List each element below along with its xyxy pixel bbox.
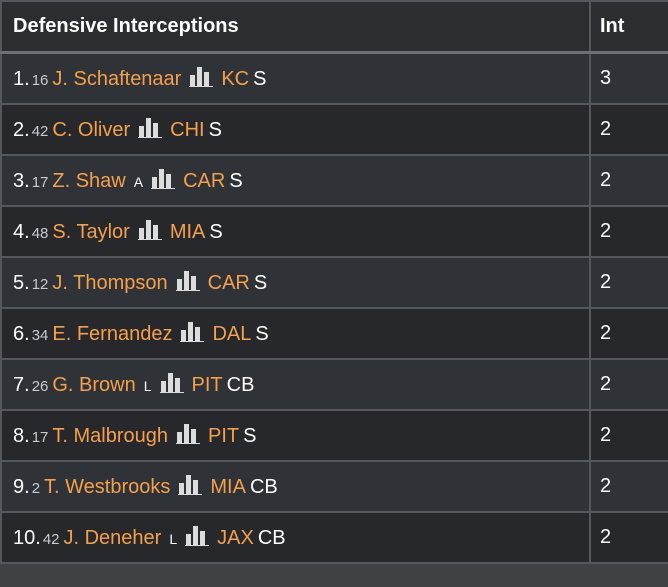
jersey-number: 2 <box>31 479 41 497</box>
bar-chart-icon[interactable] <box>175 270 200 291</box>
team-link[interactable]: JAX <box>217 526 254 549</box>
jersey-number: 17 <box>31 173 49 191</box>
player-cell: 3. 17 Z. Shaw A CAR S <box>0 154 591 207</box>
bar-chart-icon[interactable] <box>159 372 184 393</box>
player-status-tag: L <box>143 377 152 394</box>
rank: 4. <box>13 220 30 243</box>
position: CB <box>226 373 255 396</box>
team-link[interactable]: PIT <box>208 424 240 447</box>
jersey-number: 26 <box>31 377 49 395</box>
rank: 2. <box>13 118 30 141</box>
bar-chart-icon[interactable] <box>151 168 176 189</box>
rank: 3. <box>13 169 30 192</box>
int-value: 2 <box>589 205 668 258</box>
int-column-header[interactable]: Int <box>589 0 668 54</box>
bar-chart-icon[interactable] <box>189 66 214 87</box>
player-cell: 2. 42 C. Oliver CHI S <box>0 103 591 156</box>
rank: 5. <box>13 271 30 294</box>
int-value: 2 <box>589 409 668 462</box>
table-row: 3. 17 Z. Shaw A CAR S 2 <box>0 154 668 207</box>
table-row: 2. 42 C. Oliver CHI S 2 <box>0 103 668 156</box>
position: S <box>229 169 243 192</box>
rank: 1. <box>13 67 30 90</box>
player-cell: 5. 12 J. Thompson CAR S <box>0 256 591 309</box>
position: CB <box>249 475 278 498</box>
player-link[interactable]: T. Malbrough <box>52 424 168 447</box>
int-value: 2 <box>589 154 668 207</box>
rank: 8. <box>13 424 30 447</box>
int-value: 2 <box>589 511 668 564</box>
table-row: 7. 26 G. Brown L PIT CB 2 <box>0 358 668 411</box>
int-value: 3 <box>589 51 668 105</box>
player-cell: 10. 42 J. Deneher L JAX CB <box>0 511 591 564</box>
int-value: 2 <box>589 307 668 360</box>
player-cell: 4. 48 S. Taylor MIA S <box>0 205 591 258</box>
player-cell: 8. 17 T. Malbrough PIT S <box>0 409 591 462</box>
player-cell: 1. 16 J. Schaftenaar KC S <box>0 51 591 105</box>
jersey-number: 42 <box>31 122 49 140</box>
player-cell: 7. 26 G. Brown L PIT CB <box>0 358 591 411</box>
table-body: 1. 16 J. Schaftenaar KC S 3 2. 42 C. Oliver CHI S 2… <box>0 51 668 564</box>
jersey-number: 17 <box>31 428 49 446</box>
player-link[interactable]: J. Deneher <box>63 526 162 549</box>
table-row: 8. 17 T. Malbrough PIT S 2 <box>0 409 668 462</box>
team-link[interactable]: CAR <box>183 169 226 192</box>
player-link[interactable]: J. Schaftenaar <box>52 67 182 90</box>
int-value: 2 <box>589 460 668 513</box>
int-value: 2 <box>589 103 668 156</box>
rank: 10. <box>13 526 41 549</box>
team-link[interactable]: MIA <box>169 220 206 243</box>
position: S <box>243 424 257 447</box>
position: S <box>253 67 267 90</box>
table-row: 5. 12 J. Thompson CAR S 2 <box>0 256 668 309</box>
bar-chart-icon[interactable] <box>180 321 205 342</box>
jersey-number: 34 <box>31 326 49 344</box>
table-row: 10. 42 J. Deneher L JAX CB 2 <box>0 511 668 564</box>
jersey-number: 12 <box>31 275 49 293</box>
team-link[interactable]: CAR <box>207 271 250 294</box>
player-status-tag: A <box>133 173 144 190</box>
team-link[interactable]: DAL <box>212 322 252 345</box>
table-header-row: Defensive Interceptions Int <box>0 0 668 54</box>
jersey-number: 48 <box>31 224 49 242</box>
rank: 7. <box>13 373 30 396</box>
team-link[interactable]: PIT <box>191 373 223 396</box>
bar-chart-icon[interactable] <box>138 117 163 138</box>
jersey-number: 42 <box>42 530 60 548</box>
player-link[interactable]: G. Brown <box>52 373 136 396</box>
team-link[interactable]: CHI <box>170 118 205 141</box>
player-link[interactable]: T. Westbrooks <box>44 475 171 498</box>
team-link[interactable]: MIA <box>210 475 246 498</box>
player-cell: 9. 2 T. Westbrooks MIA CB <box>0 460 591 513</box>
player-link[interactable]: S. Taylor <box>52 220 130 243</box>
position: CB <box>257 526 286 549</box>
bar-chart-icon[interactable] <box>137 219 162 240</box>
rank: 6. <box>13 322 30 345</box>
position: S <box>255 322 269 345</box>
bar-chart-icon[interactable] <box>185 525 210 546</box>
player-link[interactable]: C. Oliver <box>52 118 131 141</box>
player-link[interactable]: Z. Shaw <box>52 169 126 192</box>
table-row: 1. 16 J. Schaftenaar KC S 3 <box>0 51 668 105</box>
player-link[interactable]: J. Thompson <box>52 271 168 294</box>
int-value: 2 <box>589 358 668 411</box>
table-row: 6. 34 E. Fernandez DAL S 2 <box>0 307 668 360</box>
table-row: 9. 2 T. Westbrooks MIA CB 2 <box>0 460 668 513</box>
position: S <box>209 220 223 243</box>
jersey-number: 16 <box>31 71 49 89</box>
table-title: Defensive Interceptions <box>0 0 591 54</box>
defensive-interceptions-table: Defensive Interceptions Int 1. 16 J. Schaf… <box>0 0 668 564</box>
table-row: 4. 48 S. Taylor MIA S 2 <box>0 205 668 258</box>
player-status-tag: L <box>169 530 178 547</box>
rank: 9. <box>13 475 30 498</box>
player-link[interactable]: E. Fernandez <box>52 322 173 345</box>
bar-chart-icon[interactable] <box>178 474 203 495</box>
position: S <box>253 271 268 294</box>
int-value: 2 <box>589 256 668 309</box>
bar-chart-icon[interactable] <box>176 423 200 444</box>
player-cell: 6. 34 E. Fernandez DAL S <box>0 307 591 360</box>
team-link[interactable]: KC <box>221 67 250 90</box>
position: S <box>208 118 222 141</box>
